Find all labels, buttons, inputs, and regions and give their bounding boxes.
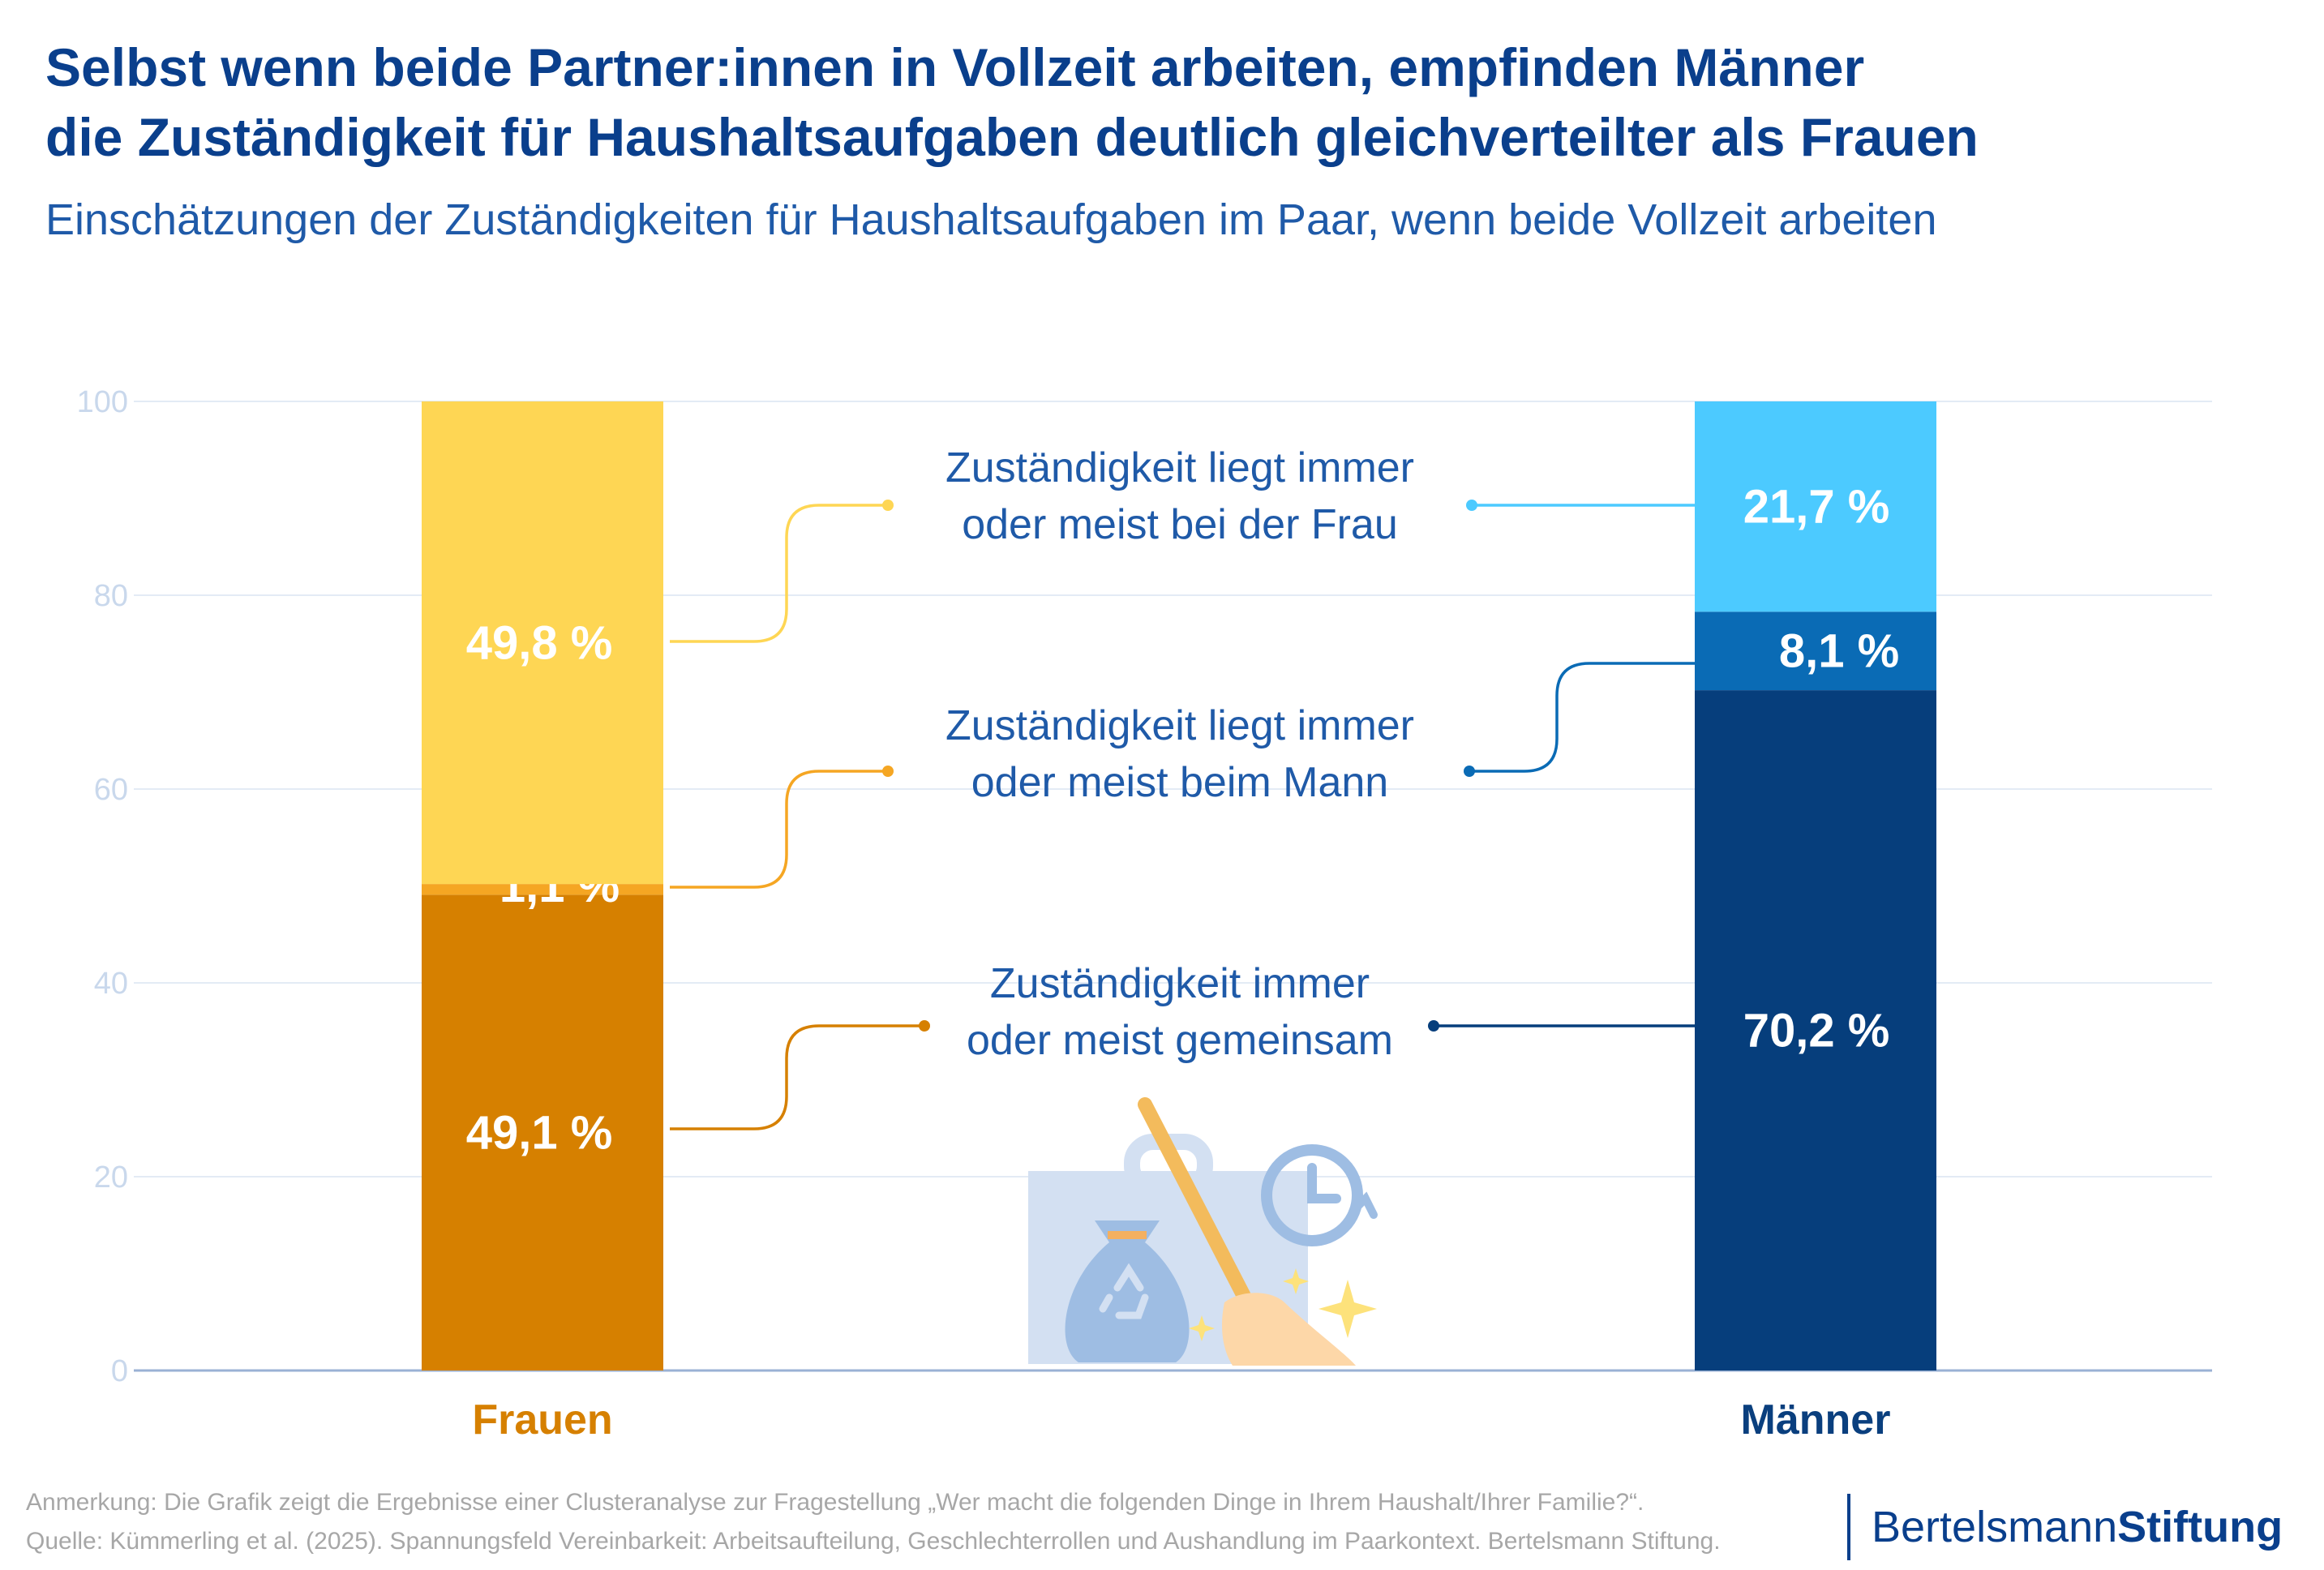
title-line-1: Selbst wenn beide Partner:innen in Vollz… bbox=[45, 37, 1865, 97]
category-label: Männer bbox=[1741, 1396, 1891, 1443]
footnote-source: Quelle: Kümmerling et al. (2025). Spannu… bbox=[26, 1528, 1721, 1555]
bar-segment bbox=[1695, 690, 1936, 1371]
data-label: 49,1 % bbox=[466, 1107, 613, 1160]
y-tick-label: 100 bbox=[77, 385, 128, 419]
category-label: Frauen bbox=[472, 1396, 612, 1443]
legend-line: Zuständigkeit immer bbox=[990, 960, 1370, 1007]
connectors bbox=[670, 500, 1695, 1130]
data-label: 21,7 % bbox=[1743, 481, 1890, 534]
y-tick-label: 60 bbox=[94, 773, 128, 807]
data-label: 70,2 % bbox=[1743, 1005, 1890, 1057]
data-label: 8,1 % bbox=[1779, 625, 1899, 678]
bar-segment bbox=[1695, 401, 1936, 612]
brand-part-2: Stiftung bbox=[2117, 1503, 2283, 1551]
y-axis: 0 20 40 60 80 100 bbox=[77, 385, 128, 1388]
data-label: 49,8 % bbox=[466, 617, 613, 670]
legend-line: oder meist gemeinsam bbox=[967, 1017, 1393, 1064]
household-chores-icon bbox=[1028, 1097, 1378, 1366]
connector-line bbox=[670, 770, 888, 889]
y-tick-label: 20 bbox=[94, 1160, 128, 1195]
chart-title: Selbst wenn beide Partner:innen in Vollz… bbox=[45, 32, 2283, 172]
bar-segment bbox=[422, 401, 663, 885]
connector-dot bbox=[882, 766, 894, 777]
y-tick-label: 80 bbox=[94, 579, 128, 613]
footnote-note: Anmerkung: Die Grafik zeigt die Ergebnis… bbox=[26, 1489, 1644, 1516]
bertelsmann-stiftung-logo: Bertelsmann Stiftung bbox=[1847, 1494, 2283, 1560]
connector-dot bbox=[919, 1020, 930, 1032]
connector-dot bbox=[1428, 1020, 1439, 1032]
bar-segment bbox=[1695, 611, 1936, 691]
bar-segment bbox=[422, 894, 663, 1371]
legend-line: oder meist beim Mann bbox=[971, 759, 1388, 806]
connector-line bbox=[670, 504, 888, 643]
brand-part-1: Bertelsmann bbox=[1872, 1503, 2118, 1551]
connector-dot bbox=[882, 500, 894, 511]
bars: 49,1 %1,1 %49,8 %70,2 %8,1 %21,7 % bbox=[422, 401, 1936, 1371]
legend-line: Zuständigkeit liegt immer bbox=[945, 444, 1414, 491]
chart-subtitle: Einschätzungen der Zuständigkeiten für H… bbox=[45, 195, 1937, 244]
legend-line: Zuständigkeit liegt immer bbox=[945, 702, 1414, 749]
title-line-2: die Zuständigkeit für Haushaltsaufgaben … bbox=[45, 107, 1979, 167]
category-labels: Frauen Männer bbox=[472, 1396, 1890, 1443]
connector-line bbox=[670, 1024, 924, 1130]
connector-dot bbox=[1466, 500, 1477, 511]
connector-dot bbox=[1464, 766, 1475, 777]
y-tick-label: 0 bbox=[111, 1354, 128, 1388]
y-tick-label: 40 bbox=[94, 967, 128, 1001]
bar-segment bbox=[422, 884, 663, 895]
legend: Zuständigkeit immer oder meist gemeinsam Z… bbox=[945, 444, 1414, 1064]
legend-line: oder meist bei der Frau bbox=[962, 501, 1398, 548]
connector-line bbox=[1469, 662, 1695, 773]
